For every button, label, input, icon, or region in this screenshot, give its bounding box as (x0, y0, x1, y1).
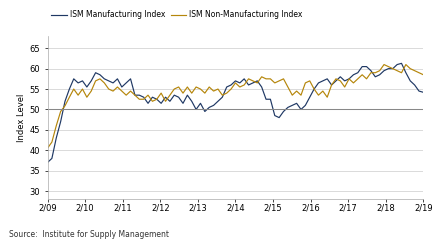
Line: ISM Non-Manufacturing Index: ISM Non-Manufacturing Index (48, 65, 423, 148)
Text: Source:  Institute for Supply Management: Source: Institute for Supply Management (9, 230, 168, 239)
Legend: ISM Manufacturing Index, ISM Non-Manufacturing Index: ISM Manufacturing Index, ISM Non-Manufac… (51, 11, 303, 19)
ISM Manufacturing Index (399, 62, 404, 65)
ISM Non-Manufacturing Index (154, 98, 159, 101)
Y-axis label: Index Level: Index Level (17, 93, 26, 142)
ISM Manufacturing Index (106, 79, 111, 82)
Line: ISM Manufacturing Index: ISM Manufacturing Index (48, 63, 423, 162)
ISM Non-Manufacturing Index (381, 63, 387, 66)
ISM Non-Manufacturing Index (106, 88, 111, 90)
ISM Manufacturing Index (351, 73, 356, 76)
ISM Manufacturing Index (45, 161, 50, 164)
ISM Non-Manufacturing Index (128, 90, 133, 92)
ISM Non-Manufacturing Index (233, 81, 238, 84)
ISM Manufacturing Index (233, 79, 238, 82)
ISM Manufacturing Index (202, 110, 207, 113)
ISM Non-Manufacturing Index (351, 81, 356, 84)
ISM Non-Manufacturing Index (202, 92, 207, 95)
ISM Non-Manufacturing Index (45, 147, 50, 150)
Text: Institute for Supply Management Indexes: Institute for Supply Management Indexes (5, 12, 316, 24)
ISM Manufacturing Index (154, 98, 159, 101)
ISM Manufacturing Index (421, 91, 426, 94)
ISM Manufacturing Index (128, 77, 133, 80)
ISM Non-Manufacturing Index (421, 73, 426, 76)
